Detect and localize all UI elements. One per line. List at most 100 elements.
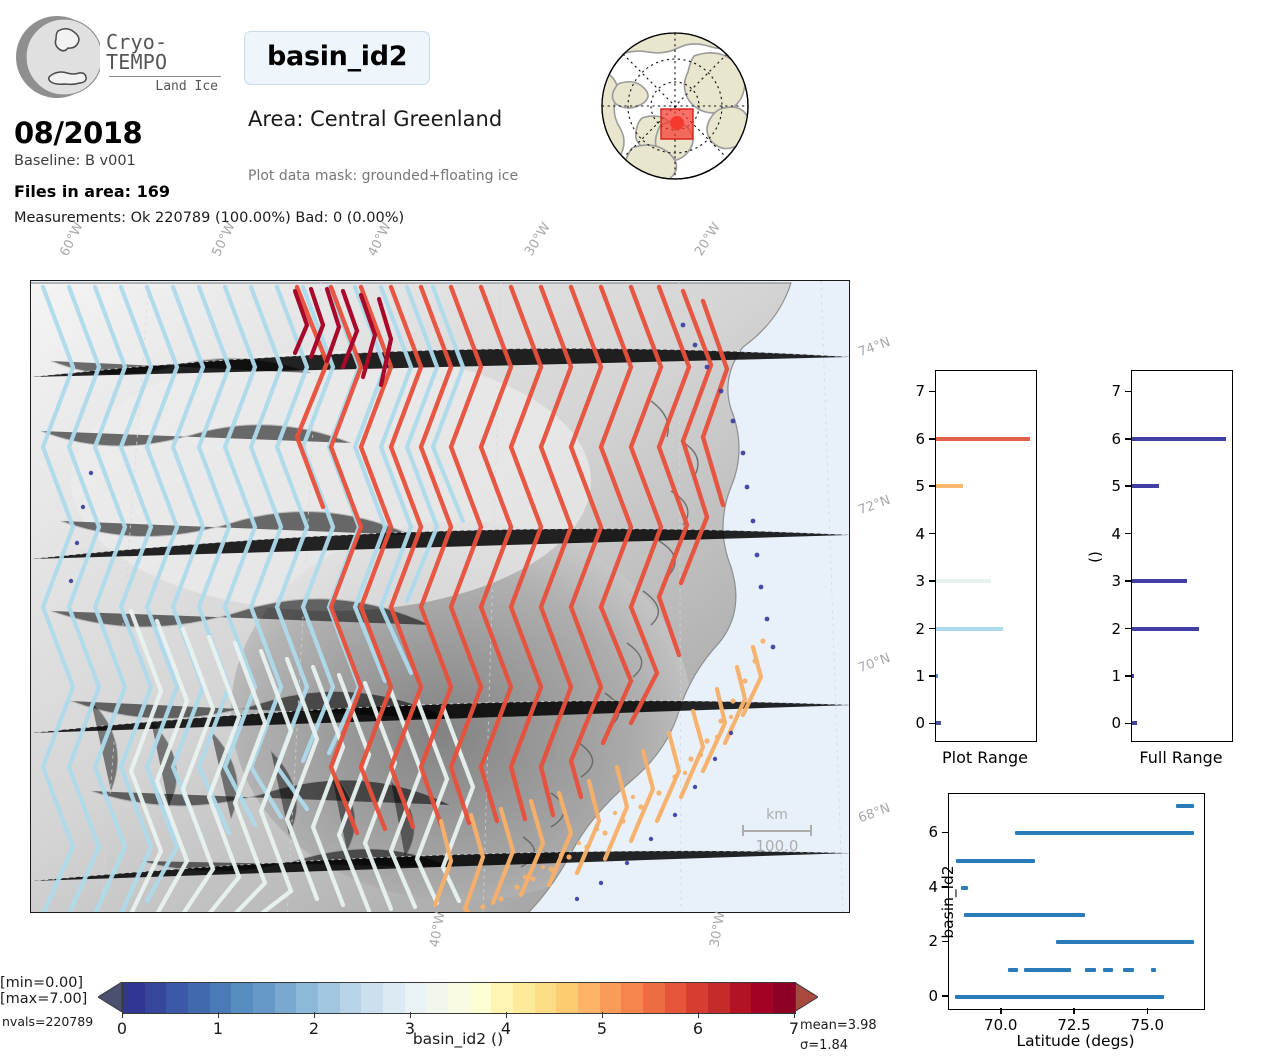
histogram-ticklabel-4: 4	[915, 524, 925, 543]
histogram-ticklabel-2: 2	[1111, 619, 1121, 638]
histogram-ticklabel-2: 2	[915, 619, 925, 638]
colorbar-segment-26	[686, 983, 709, 1013]
histogram-bar-0	[1132, 721, 1138, 726]
colorbar-segment-19	[534, 983, 557, 1013]
colorbar-segment-20	[556, 983, 579, 1013]
histogram-bar-3	[936, 579, 991, 584]
histogram-tick-1	[1125, 675, 1131, 677]
area-label: Area: Central Greenland	[248, 107, 503, 131]
colorbar-segment-28	[729, 983, 752, 1013]
colorbar-max-label: [max=7.00]	[0, 991, 88, 1007]
colorbar-segment-30	[773, 983, 795, 1013]
histogram-ticklabel-6: 6	[915, 429, 925, 448]
scatter-segment-basin-5	[956, 858, 1036, 863]
histogram-ticklabel-6: 6	[1111, 429, 1121, 448]
colorbar-segment-7	[274, 983, 297, 1013]
histogram-bar-5	[1132, 484, 1160, 489]
colorbar-segment-10	[339, 983, 362, 1013]
colorbar-ticklabel-2: 2	[308, 1019, 320, 1038]
colorbar-block: [min=0.00] [max=7.00] 0 1 2 3 4 5 6 7	[0, 975, 900, 1060]
full-range-histogram-panel[interactable]: 0 1 2 3 4 5 6 7	[1111, 370, 1233, 742]
full-range-axes	[1131, 370, 1233, 742]
histogram-bar-0	[936, 721, 942, 726]
colorbar-segment-17	[491, 983, 514, 1013]
colorbar-segment-18	[513, 983, 535, 1013]
scatter-yticklabel-0: 0	[928, 986, 938, 1005]
colorbar-segment-16	[469, 983, 492, 1013]
scatter-segment-basin-4	[960, 885, 969, 890]
colorbar-segment-1	[144, 983, 167, 1013]
nvals-label: nvals=220789	[2, 1014, 94, 1029]
histogram-ticklabel-7: 7	[915, 382, 925, 401]
histogram-tick-3	[929, 580, 935, 582]
scatter-yticklabel-6: 6	[928, 823, 938, 842]
histogram-bar-5	[936, 484, 964, 489]
parameter-badge: basin_id2	[244, 31, 431, 85]
colorbar-segment-24	[643, 983, 665, 1013]
logo-divider	[109, 76, 221, 77]
histogram-tick-0	[1125, 722, 1131, 725]
colorbar-tick-1	[218, 1012, 219, 1018]
scatter-segment-basin-1	[1085, 967, 1096, 972]
colorbar-ticklabel-5: 5	[596, 1019, 608, 1038]
lat-label-68n: 68°N	[856, 800, 893, 827]
globe-locator-inset	[601, 32, 749, 180]
sigma-label: σ=1.84	[800, 1038, 849, 1053]
basin-vs-latitude-scatter-panel[interactable]	[948, 793, 1205, 1010]
scalebar-value: 100.0	[755, 837, 799, 855]
histogram-tick-1	[929, 675, 935, 677]
scatter-segment-basin-0	[954, 994, 1165, 999]
histogram-ticklabel-7: 7	[1111, 382, 1121, 401]
colorbar-tick-2	[314, 1012, 315, 1018]
histogram-tick-5	[929, 485, 935, 487]
histogram-tick-7	[929, 390, 935, 393]
colorbar-ticklabel-1: 1	[212, 1019, 224, 1038]
histogram-ticklabel-0: 0	[1111, 714, 1121, 733]
colorbar-ticklabel-7: 7	[788, 1019, 800, 1038]
histogram-bar-1	[1132, 673, 1135, 678]
colorbar-segment-13	[404, 983, 427, 1013]
colorbar-segment-9	[318, 983, 340, 1013]
scalebar-unit: km	[766, 807, 788, 823]
scatter-x-axis-title: Latitude (degs)	[1016, 1032, 1135, 1050]
colorbar-segment-22	[599, 983, 622, 1013]
colorbar-ticklabel-6: 6	[692, 1019, 704, 1038]
globe-logo-icon	[16, 16, 100, 98]
colorbar-segment-6	[253, 983, 275, 1013]
histogram-bar-2	[936, 626, 1004, 631]
scatter-axes	[948, 793, 1205, 1010]
scatter-segment-basin-2	[1055, 940, 1194, 945]
histogram-tick-6	[1125, 437, 1131, 440]
colorbar-ticklabel-0: 0	[116, 1019, 128, 1038]
histogram-ticklabel-5: 5	[1111, 477, 1121, 496]
colorbar-min-label: [min=0.00]	[0, 975, 84, 991]
colorbar-segment-27	[708, 983, 730, 1013]
colorbar-ticklabel-3: 3	[404, 1019, 416, 1038]
colorbar-segment-5	[231, 983, 254, 1013]
colorbar-axis-label: basin_id2 ()	[412, 1030, 504, 1048]
lon-label-top-20w: 20°W	[692, 220, 724, 259]
plot-range-histogram-panel[interactable]: 0 1 2 3 4 5 6 7	[915, 370, 1037, 742]
histogram-ticklabel-3: 3	[915, 572, 925, 591]
mean-label: mean=3.98	[800, 1018, 877, 1033]
scatter-segment-basin-3	[963, 913, 1086, 918]
map-canvas[interactable]	[30, 280, 850, 913]
colorbar-segment-12	[383, 983, 405, 1013]
lat-label-70n: 70°N	[856, 650, 893, 677]
measurements-label: Measurements: Ok 220789 (100.00%) Bad: 0…	[14, 210, 405, 226]
colorbar-under-arrow-icon	[98, 982, 122, 1012]
logo-subtitle: Land Ice	[155, 79, 218, 94]
date-label: 08/2018	[14, 116, 143, 150]
files-in-area-label: Files in area: 169	[14, 182, 170, 201]
colorbar-segment-21	[578, 983, 600, 1013]
histogram-bar-6	[1132, 436, 1226, 441]
lat-label-72n: 72°N	[856, 492, 893, 519]
colorbar-segment-2	[166, 983, 189, 1013]
lon-label-bottom-30w: 30°W	[707, 910, 729, 949]
histogram-ticklabel-0: 0	[915, 714, 925, 733]
histogram-tick-6	[929, 437, 935, 440]
plot-data-mask-label: Plot data mask: grounded+floating ice	[248, 168, 519, 184]
histogram-tick-0	[929, 722, 935, 725]
colorbar-segment-23	[621, 983, 644, 1013]
main-map-panel[interactable]: 60°W 50°W 40°W 30°W 20°W 50°W 40°W 30°W …	[30, 220, 892, 948]
